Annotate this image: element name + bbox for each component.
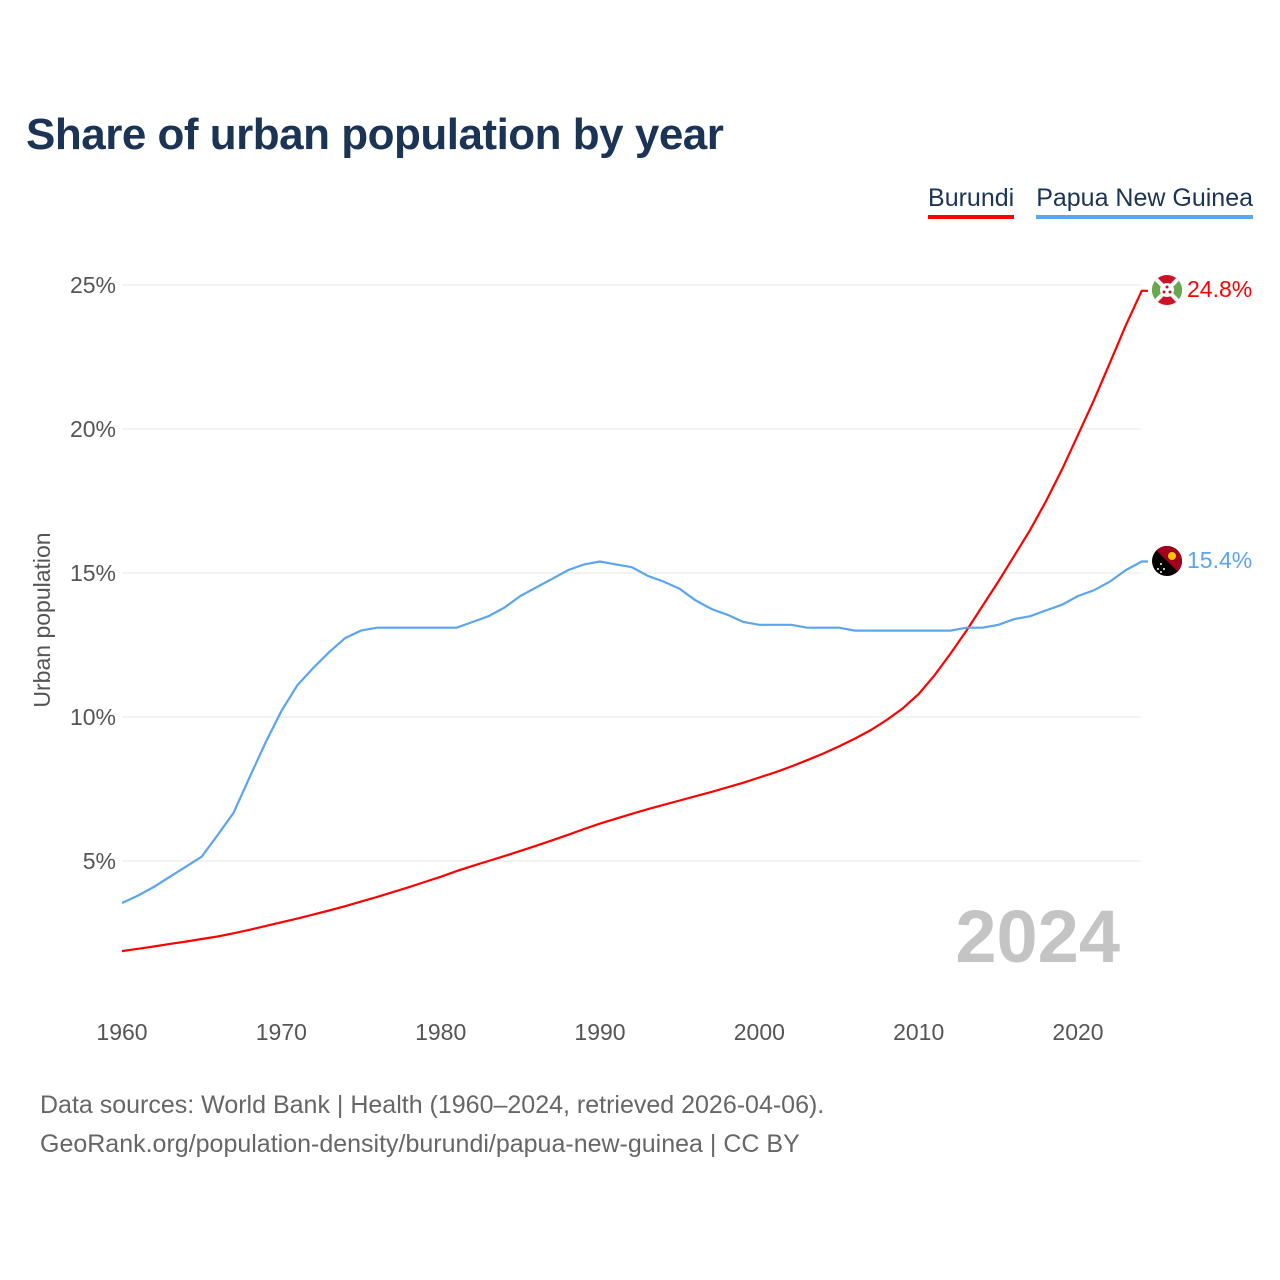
y-tick-label: 5% (83, 848, 116, 874)
series-line-papua-new-guinea (121, 560, 1148, 904)
x-tick-label: 1970 (256, 1019, 307, 1045)
papua-new-guinea-end-label: 15.4% (1187, 547, 1252, 573)
x-tick-label: 1980 (415, 1019, 466, 1045)
chart-title: Share of urban population by year (26, 110, 724, 159)
papua-new-guinea-flag-icon (1152, 546, 1182, 576)
y-tick-label: 20% (70, 416, 116, 442)
y-tick-label: 25% (70, 272, 116, 298)
footer: Data sources: World Bank | Health (1960–… (40, 1086, 824, 1164)
x-tick-label: 1990 (574, 1019, 625, 1045)
burundi-end-label: 24.8% (1187, 276, 1252, 302)
y-tick-label: 10% (70, 704, 116, 730)
source-link[interactable]: GeoRank.org/population-density/burundi/p… (40, 1130, 800, 1158)
y-axis-label: Urban population (29, 532, 55, 707)
series-line-burundi (121, 289, 1148, 953)
legend-item-burundi[interactable]: Burundi (928, 184, 1015, 219)
x-tick-label: 2010 (893, 1019, 944, 1045)
burundi-flag-icon (1152, 275, 1182, 305)
x-tick-label: 2020 (1052, 1019, 1103, 1045)
watermark-year: 2024 (955, 895, 1120, 978)
data-sources-note: Data sources: World Bank | Health (1960–… (40, 1091, 825, 1119)
x-tick-label: 1960 (96, 1019, 147, 1045)
legend: Burundi Papua New Guinea (928, 184, 1253, 219)
y-tick-label: 15% (70, 560, 116, 586)
x-tick-label: 2000 (734, 1019, 785, 1045)
legend-item-papua-new-guinea[interactable]: Papua New Guinea (1036, 184, 1253, 219)
